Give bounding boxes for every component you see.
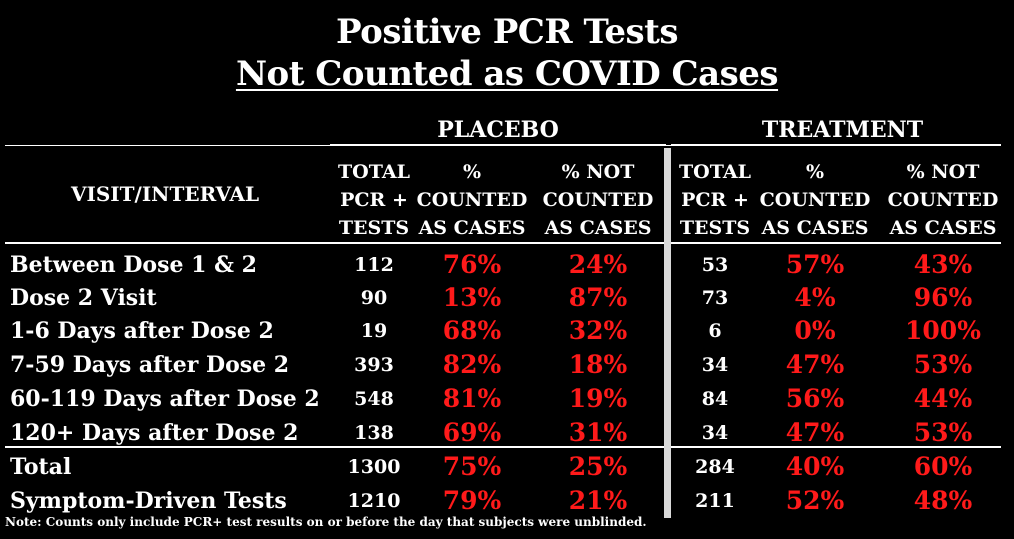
placebo-total-tests-cell: 1300 [347, 456, 401, 478]
placebo-pct-counted-cell: 82% [442, 350, 502, 379]
table-row: Symptom-Driven Tests 1210 79% 21% 211 52% 48% [0, 484, 1014, 518]
column-header-line: AS CASES [889, 217, 997, 239]
placebo-pct-counted-cell: 81% [442, 384, 502, 413]
group-separator [664, 148, 671, 518]
row-label: Total [10, 454, 72, 480]
column-header-treatment-1: % COUNTED AS CASES [755, 158, 875, 242]
treatment-pct-not-counted-cell: 60% [913, 452, 973, 481]
placebo-pct-not-counted-cell: 21% [568, 486, 628, 515]
column-header-line: AS CASES [544, 217, 652, 239]
placebo-pct-counted-cell: 69% [442, 418, 502, 447]
treatment-pct-counted-cell: 40% [785, 452, 845, 481]
row-label: Symptom-Driven Tests [10, 488, 287, 514]
column-header-line: COUNTED [759, 189, 871, 211]
row-label: 7-59 Days after Dose 2 [10, 352, 290, 378]
treatment-pct-counted-cell: 56% [785, 384, 845, 413]
column-header-line: AS CASES [761, 217, 869, 239]
treatment-total-tests-cell: 34 [701, 422, 729, 444]
placebo-pct-not-counted-cell: 24% [568, 250, 628, 279]
treatment-pct-not-counted-cell: 53% [913, 350, 973, 379]
placebo-pct-counted-cell: 13% [442, 283, 502, 312]
placebo-pct-not-counted-cell: 32% [568, 316, 628, 345]
placebo-pct-counted-cell: 68% [442, 316, 502, 345]
placebo-total-tests-cell: 112 [354, 254, 394, 276]
treatment-pct-not-counted-cell: 48% [913, 486, 973, 515]
table-row: 60-119 Days after Dose 2 548 81% 19% 84 56% 44… [0, 382, 1014, 416]
table-row: 1-6 Days after Dose 2 19 68% 32% 6 0% 100% [0, 314, 1014, 348]
treatment-pct-counted-cell: 57% [785, 250, 845, 279]
treatment-pct-counted-cell: 4% [794, 283, 836, 312]
treatment-total-tests-cell: 284 [695, 456, 735, 478]
treatment-pct-counted-cell: 47% [785, 418, 845, 447]
header-bottom-rule [5, 242, 1001, 244]
placebo-total-tests-cell: 138 [354, 422, 394, 444]
column-header-line: TOTAL [338, 161, 410, 183]
group-treatment: TREATMENT [761, 117, 924, 143]
treatment-total-tests-cell: 73 [701, 287, 729, 309]
placebo-total-tests-cell: 19 [360, 320, 388, 342]
header-top-rule [5, 145, 1001, 146]
treatment-total-tests-cell: 211 [695, 490, 735, 512]
row-label: Dose 2 Visit [10, 285, 157, 311]
column-header-line: PCR + [681, 189, 749, 211]
treatment-pct-not-counted-cell: 53% [913, 418, 973, 447]
placebo-pct-not-counted-cell: 87% [568, 283, 628, 312]
title-line-1: Positive PCR Tests [336, 12, 678, 52]
column-header-treatment-0: TOTAL PCR + TESTS [670, 158, 760, 242]
treatment-pct-counted-cell: 47% [785, 350, 845, 379]
column-header-placebo-0: TOTAL PCR + TESTS [329, 158, 419, 242]
treatment-total-tests-cell: 34 [701, 354, 729, 376]
total-rule [5, 446, 1001, 448]
placebo-pct-not-counted-cell: 25% [568, 452, 628, 481]
column-header-line: AS CASES [418, 217, 526, 239]
group-placebo: PLACEBO [437, 117, 559, 143]
treatment-pct-not-counted-cell: 44% [913, 384, 973, 413]
table-row: Dose 2 Visit 90 13% 87% 73 4% 96% [0, 281, 1014, 315]
column-header-line: % NOT [561, 161, 635, 183]
row-label: 120+ Days after Dose 2 [10, 420, 299, 446]
placebo-pct-not-counted-cell: 18% [568, 350, 628, 379]
table-row: Between Dose 1 & 2 112 76% 24% 53 57% 43% [0, 248, 1014, 282]
treatment-pct-not-counted-cell: 96% [913, 283, 973, 312]
row-label: 60-119 Days after Dose 2 [10, 386, 320, 412]
row-label: 1-6 Days after Dose 2 [10, 318, 274, 344]
placebo-pct-counted-cell: 79% [442, 486, 502, 515]
placebo-pct-counted-cell: 76% [442, 250, 502, 279]
treatment-pct-not-counted-cell: 100% [905, 316, 981, 345]
footnote: Note: Counts only include PCR+ test resu… [5, 515, 647, 529]
column-header-placebo-2: % NOT COUNTED AS CASES [538, 158, 658, 242]
column-header-line: PCR + [340, 189, 408, 211]
treatment-total-tests-cell: 6 [708, 320, 722, 342]
treatment-pct-not-counted-cell: 43% [913, 250, 973, 279]
table-row: Total 1300 75% 25% 284 40% 60% [0, 450, 1014, 484]
table-row: 120+ Days after Dose 2 138 69% 31% 34 47% 53% [0, 416, 1014, 450]
placebo-pct-not-counted-cell: 19% [568, 384, 628, 413]
treatment-total-tests-cell: 53 [701, 254, 729, 276]
treatment-pct-counted-cell: 0% [794, 316, 836, 345]
column-header-line: TOTAL [679, 161, 751, 183]
column-header-line: % [805, 161, 825, 183]
title-line-2: Not Counted as COVID Cases [235, 54, 779, 94]
column-header-line: % NOT [906, 161, 980, 183]
column-header-line: COUNTED [416, 189, 528, 211]
column-header-line: COUNTED [887, 189, 999, 211]
row-label: Between Dose 1 & 2 [10, 252, 257, 278]
table-row: 7-59 Days after Dose 2 393 82% 18% 34 47% 53% [0, 348, 1014, 382]
column-header-line: TESTS [338, 217, 410, 239]
visit-interval-header: VISIT/INTERVAL [70, 182, 260, 206]
treatment-pct-counted-cell: 52% [785, 486, 845, 515]
placebo-pct-not-counted-cell: 31% [568, 418, 628, 447]
treatment-total-tests-cell: 84 [701, 388, 729, 410]
column-header-line: COUNTED [542, 189, 654, 211]
column-header-treatment-2: % NOT COUNTED AS CASES [883, 158, 1003, 242]
placebo-total-tests-cell: 1210 [347, 490, 401, 512]
placebo-total-tests-cell: 393 [354, 354, 394, 376]
placebo-total-tests-cell: 90 [360, 287, 388, 309]
column-header-line: TESTS [679, 217, 751, 239]
placebo-pct-counted-cell: 75% [442, 452, 502, 481]
column-header-line: % [462, 161, 482, 183]
column-header-placebo-1: % COUNTED AS CASES [412, 158, 532, 242]
placebo-total-tests-cell: 548 [354, 388, 394, 410]
